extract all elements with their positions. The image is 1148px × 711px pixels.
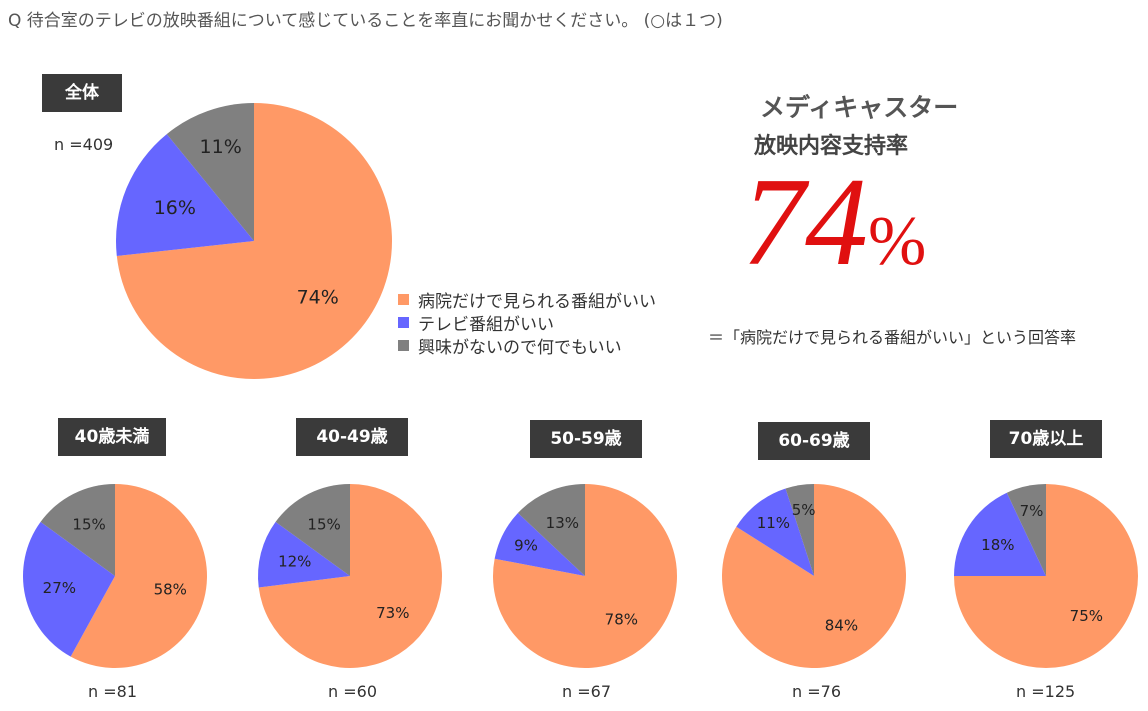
pie-slice-any [517,484,585,576]
headline-title: メディキャスター [760,93,959,122]
support-rate: 74% [742,160,926,286]
legend-label-hospital: 病院だけで見られる番組がいい [418,292,656,312]
pie-label-tv: 9% [514,536,538,554]
pie-slice-any [785,484,814,576]
legend-label-any: 興味がないので何でもいい [418,338,622,358]
pie-slice-tv [494,513,585,576]
chart-title-40s: 40-49歳 [296,418,408,456]
sample-size-40s: n =60 [328,682,377,701]
sample-size-60s: n =76 [792,682,841,701]
legend-swatch-hospital [398,294,409,305]
sample-size-50s: n =67 [562,682,611,701]
pie-label-hospital: 58% [154,581,187,599]
legend: 病院だけで見られる番組がいい テレビ番組がいい 興味がないので何でもいい [398,288,656,358]
legend-item-hospital: 病院だけで見られる番組がいい [398,288,656,312]
pie-slice-tv [736,488,814,576]
pie-label-tv: 27% [43,579,76,597]
pie-slice-tv [954,492,1046,576]
support-rate-note: ＝「病院だけで見られる番組がいい」という回答率 [708,328,1077,347]
pie-slice-hospital [258,484,443,668]
pie-slice-tv [116,134,255,256]
pie-label-hospital: 73% [376,604,409,622]
pie-label-tv: 18% [981,536,1014,554]
sample-size-70plus: n =125 [1016,682,1076,701]
pie-label-any: 5% [792,501,816,519]
support-rate-unit: % [868,203,927,280]
headline-subtitle: 放映内容支持率 [754,134,909,159]
sample-size-under40: n =81 [88,682,137,701]
pie-label-any: 15% [307,516,340,534]
legend-swatch-any [398,340,409,351]
legend-item-any: 興味がないので何でもいい [398,334,656,358]
pie-label-any: 13% [546,514,579,532]
pie-label-hospital: 75% [1070,607,1103,625]
pie-slice-any [275,484,350,576]
chart-title-50s: 50-59歳 [530,420,642,458]
pie-slice-any [166,103,254,241]
legend-label-tv: テレビ番組がいい [418,315,554,335]
pie-label-tv: 12% [278,552,311,570]
pie-slice-tv [258,521,350,588]
pie-slice-any [1006,484,1046,576]
pie-label-tv: 11% [757,514,790,532]
chart-title-70plus: 70歳以上 [990,420,1102,458]
chart-title-60s: 60-69歳 [758,422,870,460]
question-text: Q 待合室のテレビの放映番組について感じていることを率直にお聞かせください。 (… [8,11,723,31]
legend-swatch-tv [398,317,409,328]
pie-label-any: 7% [1020,502,1044,520]
pie-label-tv: 16% [154,197,196,219]
pie-label-hospital: 74% [297,287,339,309]
pie-slice-hospital [70,484,207,668]
pie-slice-tv [23,521,115,657]
pie-label-any: 11% [200,136,242,158]
support-rate-value: 74 [742,153,868,292]
pie-slice-hospital [116,103,392,380]
pie-slice-any [40,484,115,576]
pie-label-hospital: 84% [825,616,858,634]
chart-title-overall: 全体 [42,74,122,112]
chart-title-under40: 40歳未満 [58,418,166,456]
pie-label-any: 15% [72,516,105,534]
legend-item-tv: テレビ番組がいい [398,311,656,335]
sample-size-overall: n =409 [54,135,114,154]
pie-label-hospital: 78% [605,610,638,628]
